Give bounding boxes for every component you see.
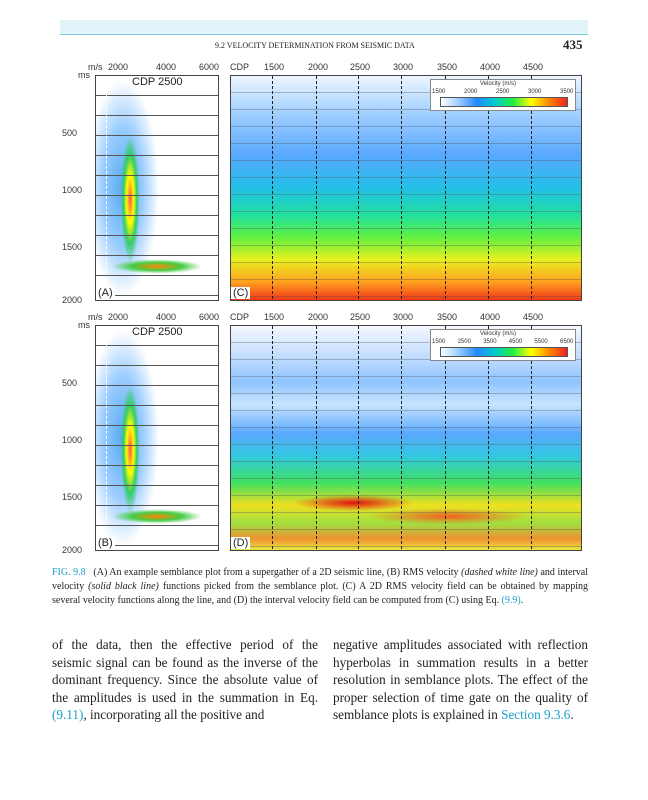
body-column: of the data, then the effective period o… xyxy=(52,636,318,724)
body-column: negative amplitudes associated with refl… xyxy=(333,636,588,724)
colorbar-title: Velocity (m/s) xyxy=(480,331,517,337)
cdp-dashed-line xyxy=(401,326,402,549)
axis-label: m/s xyxy=(88,62,103,72)
axis-label: 4500 xyxy=(523,312,544,322)
semblance-panel xyxy=(95,325,219,551)
axis-label: ms xyxy=(78,320,90,330)
axis-label: m/s xyxy=(88,312,103,322)
semblance-panel xyxy=(95,75,219,301)
axis-label: 4500 xyxy=(523,62,544,72)
cdp-dashed-line xyxy=(488,326,489,549)
cdp-label: CDP 2500 xyxy=(132,76,183,88)
velocity-field-panel xyxy=(230,75,582,301)
axis-label: 3000 xyxy=(393,62,414,72)
axis-label: 1000 xyxy=(62,185,83,195)
axis-label: CDP xyxy=(230,312,250,322)
velocity-field-panel xyxy=(230,325,582,551)
axis-label: 2000 xyxy=(308,312,329,322)
colorbar-tick: 2500 xyxy=(457,339,471,345)
figure-caption: FIG. 9.8 (A) An example semblance plot f… xyxy=(52,566,588,608)
colorbar xyxy=(440,97,568,107)
axis-label: 6000 xyxy=(199,312,220,322)
axis-label: 6000 xyxy=(199,62,220,72)
axis-label: 1500 xyxy=(264,312,285,322)
axis-label: 4000 xyxy=(156,312,177,322)
axis-label: 2000 xyxy=(108,312,129,322)
cdp-dashed-line xyxy=(272,326,273,549)
axis-label: 1500 xyxy=(62,492,83,502)
axis-label: 3500 xyxy=(437,312,458,322)
axis-label: 2000 xyxy=(62,295,83,305)
panel-label: (B) xyxy=(96,537,115,549)
axis-label: 1500 xyxy=(264,62,285,72)
cdp-dashed-line xyxy=(531,326,532,549)
pick-line xyxy=(106,340,107,550)
colorbar-tick: 1500 xyxy=(432,339,446,345)
colorbar xyxy=(440,347,568,357)
axis-label: 4000 xyxy=(480,312,501,322)
body-text: negative amplitudes associated with refl… xyxy=(333,637,588,723)
axis-label: 2000 xyxy=(62,545,83,555)
colorbar-tick: 2000 xyxy=(464,89,478,95)
axis-label: CDP xyxy=(230,62,250,72)
header-band xyxy=(60,20,588,35)
cdp-dashed-line xyxy=(445,326,446,549)
panel-label: (A) xyxy=(96,287,115,299)
colorbar-tick: 4500 xyxy=(508,339,523,345)
caption-text: (solid black line) xyxy=(88,581,159,592)
pick-line xyxy=(106,90,107,300)
colorbar-tick: 3500 xyxy=(560,89,574,95)
cdp-dashed-line xyxy=(358,326,359,549)
axis-label: 1000 xyxy=(62,435,83,445)
caption-label: FIG. 9.8 xyxy=(52,567,86,578)
caption-text: (A) An example semblance plot from a sup… xyxy=(93,567,462,578)
colorbar-tick: 5500 xyxy=(534,339,548,345)
colorbar-tick: 2500 xyxy=(496,89,510,95)
cdp-dashed-line xyxy=(316,76,317,299)
cdp-dashed-line xyxy=(316,326,317,549)
cdp-label: CDP 2500 xyxy=(132,326,183,338)
colorbar-tick: 1500 xyxy=(432,89,446,95)
colorbar-tick: 3000 xyxy=(528,89,542,95)
axis-label: 2000 xyxy=(108,62,129,72)
axis-label: 500 xyxy=(62,128,78,138)
caption-text: (dashed white line) xyxy=(461,567,538,578)
page-number: 435 xyxy=(563,37,583,52)
axis-label: 4000 xyxy=(156,62,177,72)
caption-text: . xyxy=(520,595,524,606)
axis-label: 3500 xyxy=(437,62,458,72)
axis-label: 4000 xyxy=(480,62,501,72)
running-head: 9.2 VELOCITY DETERMINATION FROM SEISMIC … xyxy=(215,41,415,50)
axis-label: 2500 xyxy=(350,62,371,72)
axis-label: 1500 xyxy=(62,242,83,252)
body-text: of the data, then the effective period o… xyxy=(52,637,318,705)
cdp-dashed-line xyxy=(272,76,273,299)
axis-label: 2500 xyxy=(350,312,371,322)
section-link[interactable]: Section 9.3.6 xyxy=(501,707,571,723)
colorbar-title: Velocity (m/s) xyxy=(480,81,517,87)
colorbar-tick: 3500 xyxy=(483,339,497,345)
axis-label: 500 xyxy=(62,378,78,388)
panel-label: (D) xyxy=(231,537,251,549)
cdp-dashed-line xyxy=(401,76,402,299)
cdp-dashed-line xyxy=(358,76,359,299)
axis-label: 3000 xyxy=(393,312,414,322)
caption-text: functions picked from the semblance plot… xyxy=(52,581,588,606)
axis-label: ms xyxy=(78,70,90,80)
equation-link[interactable]: (9.9) xyxy=(501,595,521,606)
body-text: , incorporating all the positive and xyxy=(83,707,265,723)
panel-label: (C) xyxy=(231,287,251,299)
axis-label: 2000 xyxy=(308,62,329,72)
colorbar-tick: 6500 xyxy=(560,339,574,345)
cdp-dashed-line xyxy=(488,76,489,299)
body-text: . xyxy=(570,707,574,723)
cdp-dashed-line xyxy=(531,76,532,299)
cdp-dashed-line xyxy=(445,76,446,299)
caption-text: and interval velocity xyxy=(52,567,589,592)
equation-link[interactable]: (9.11) xyxy=(52,707,84,723)
